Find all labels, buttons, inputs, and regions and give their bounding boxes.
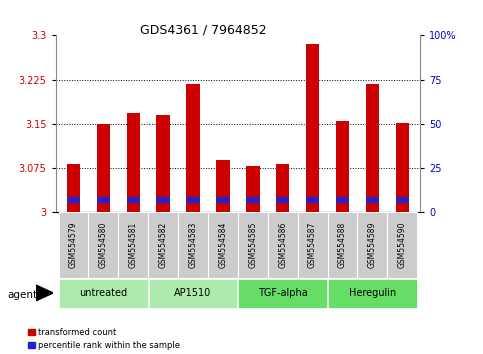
Bar [186,84,200,212]
Bar [336,197,349,203]
Bar [127,197,140,203]
Text: agent: agent [7,290,37,299]
Text: GSM554580: GSM554580 [99,222,108,268]
Bar [208,212,238,278]
Bar [396,123,409,212]
Text: GSM554587: GSM554587 [308,222,317,268]
Text: GSM554581: GSM554581 [129,222,138,268]
Text: AP1510: AP1510 [174,288,212,298]
Text: GSM554584: GSM554584 [218,222,227,268]
Legend: transformed count, percentile rank within the sample: transformed count, percentile rank withi… [28,328,180,350]
Bar [357,212,387,278]
Bar [298,212,327,278]
Bar [306,197,319,203]
Bar [276,164,289,212]
Text: GSM554582: GSM554582 [158,222,168,268]
Bar [156,197,170,203]
Text: GSM554586: GSM554586 [278,222,287,268]
Text: GSM554579: GSM554579 [69,222,78,268]
Bar [216,197,229,203]
Bar [396,197,409,203]
Polygon shape [36,285,53,301]
Bar [276,197,289,203]
Text: TGF-alpha: TGF-alpha [258,288,308,298]
Bar [366,197,379,203]
Bar [118,212,148,278]
Bar [328,280,417,308]
Bar [366,84,379,212]
Bar [178,212,208,278]
Bar [97,124,110,212]
Bar [59,280,148,308]
Bar [88,212,118,278]
Text: GSM554590: GSM554590 [398,222,407,268]
Text: GSM554583: GSM554583 [188,222,198,268]
Bar [306,44,319,212]
Text: GSM554589: GSM554589 [368,222,377,268]
Text: untreated: untreated [79,288,128,298]
Bar [327,212,357,278]
Bar [268,212,298,278]
Bar [67,197,80,203]
Bar [127,113,140,212]
Bar [148,212,178,278]
Text: Heregulin: Heregulin [349,288,396,298]
Text: GDS4361 / 7964852: GDS4361 / 7964852 [140,23,266,36]
Text: GSM554588: GSM554588 [338,222,347,268]
Bar [97,197,110,203]
Bar [336,121,349,212]
Text: GSM554585: GSM554585 [248,222,257,268]
Bar [67,164,80,212]
Bar [149,280,237,308]
Bar [58,212,88,278]
Bar [156,115,170,212]
Bar [246,197,259,203]
Bar [387,212,417,278]
Bar [238,212,268,278]
Bar [246,166,259,212]
Bar [186,197,200,203]
Bar [239,280,327,308]
Bar [216,160,229,212]
